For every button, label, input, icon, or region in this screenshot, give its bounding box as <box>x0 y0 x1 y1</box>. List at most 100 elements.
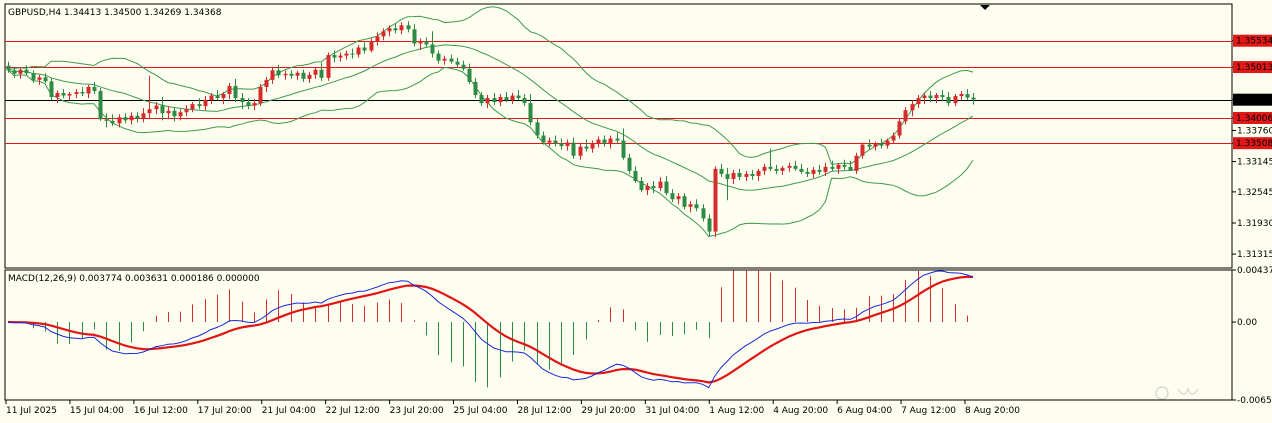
candle <box>233 78 238 103</box>
candle-body <box>658 181 663 189</box>
candle-body <box>793 165 798 169</box>
candle <box>885 138 890 149</box>
level-price-tag <box>1233 137 1272 150</box>
candle <box>215 89 220 101</box>
candle-body <box>289 73 294 76</box>
price-tick-label: 1.33760 <box>1237 126 1272 136</box>
candle <box>276 64 281 78</box>
candle <box>406 21 411 33</box>
candle <box>639 176 644 193</box>
candle-body <box>319 69 324 78</box>
candle <box>104 113 109 128</box>
candle <box>381 28 386 41</box>
candle <box>737 168 742 180</box>
candle <box>676 193 681 205</box>
candle-body <box>387 28 392 32</box>
candle-body <box>903 110 908 122</box>
candle-body <box>473 81 478 96</box>
price-chart-frame <box>4 3 1233 401</box>
candle <box>664 175 669 196</box>
candle <box>836 162 841 174</box>
time-tick-label: 15 Jul 04:00 <box>70 406 124 416</box>
candle <box>621 128 626 160</box>
time-tick-label: 25 Jul 04:00 <box>454 406 508 416</box>
candle <box>891 132 896 144</box>
candle <box>811 166 816 178</box>
candle <box>903 107 908 125</box>
candle <box>221 92 226 105</box>
candle <box>172 107 177 122</box>
price-axis: 1.35534 1.35013 1.34368 1.34006 1.33760 1.335… <box>1232 34 1272 260</box>
candle <box>934 93 939 104</box>
candle-body <box>43 77 48 82</box>
macd-panel-border <box>4 269 1233 401</box>
candle-body <box>98 90 103 120</box>
candle <box>922 93 927 105</box>
price-label: 1.34368 <box>1236 96 1272 106</box>
candle <box>110 114 115 126</box>
candle <box>854 152 859 174</box>
candle-body <box>608 138 613 144</box>
candle <box>332 50 337 63</box>
candle <box>584 139 589 152</box>
candle <box>946 92 951 107</box>
candle <box>313 67 318 79</box>
candle-body <box>590 143 595 149</box>
candle-body <box>393 28 398 31</box>
candle-body <box>344 53 349 56</box>
shift-marker-icon[interactable] <box>980 5 990 10</box>
candle-body <box>768 166 773 169</box>
candle-body <box>596 139 601 144</box>
bollinger-middle <box>7 44 974 191</box>
candle <box>799 163 804 174</box>
candle <box>873 141 878 151</box>
candle-body <box>510 95 515 101</box>
candle-body <box>664 181 669 194</box>
candle <box>565 139 570 151</box>
candle <box>61 88 66 99</box>
candle <box>731 169 736 185</box>
candle <box>615 132 620 144</box>
candle-body <box>645 186 650 191</box>
candle <box>633 166 638 184</box>
candle <box>399 22 404 35</box>
candle-body <box>750 173 755 176</box>
candle <box>768 148 773 171</box>
candle-body <box>147 109 152 114</box>
candle <box>756 168 761 182</box>
candle-body <box>307 74 312 79</box>
candle <box>959 90 964 101</box>
horizontal-levels <box>5 41 1232 144</box>
candle-body <box>965 94 970 98</box>
time-tick-label: 11 Jul 2025 <box>6 406 57 416</box>
candle-body <box>184 109 189 113</box>
candle-body <box>633 170 638 182</box>
candle <box>688 201 693 213</box>
candle-body <box>916 98 921 105</box>
candle-body <box>922 95 927 99</box>
candle <box>6 61 11 73</box>
candle-body <box>449 58 454 62</box>
candle <box>780 165 785 175</box>
candle <box>418 38 423 51</box>
candle-body <box>356 47 361 55</box>
candle-body <box>455 61 460 65</box>
candle <box>375 32 380 46</box>
candle <box>154 102 159 115</box>
candle-body <box>18 69 23 74</box>
candle-body <box>74 92 79 95</box>
candle-body <box>55 93 60 98</box>
candle <box>571 137 576 159</box>
candle <box>227 82 232 100</box>
candle <box>596 136 601 148</box>
candle-body <box>504 97 509 101</box>
candle <box>940 89 945 102</box>
candle <box>258 83 263 107</box>
candle <box>98 87 103 121</box>
candle-body <box>301 72 306 79</box>
price-tick-label: 1.32545 <box>1237 188 1272 198</box>
candle <box>123 113 128 124</box>
candle <box>719 163 724 177</box>
macd-tick-label: 0.00 <box>1237 318 1257 328</box>
